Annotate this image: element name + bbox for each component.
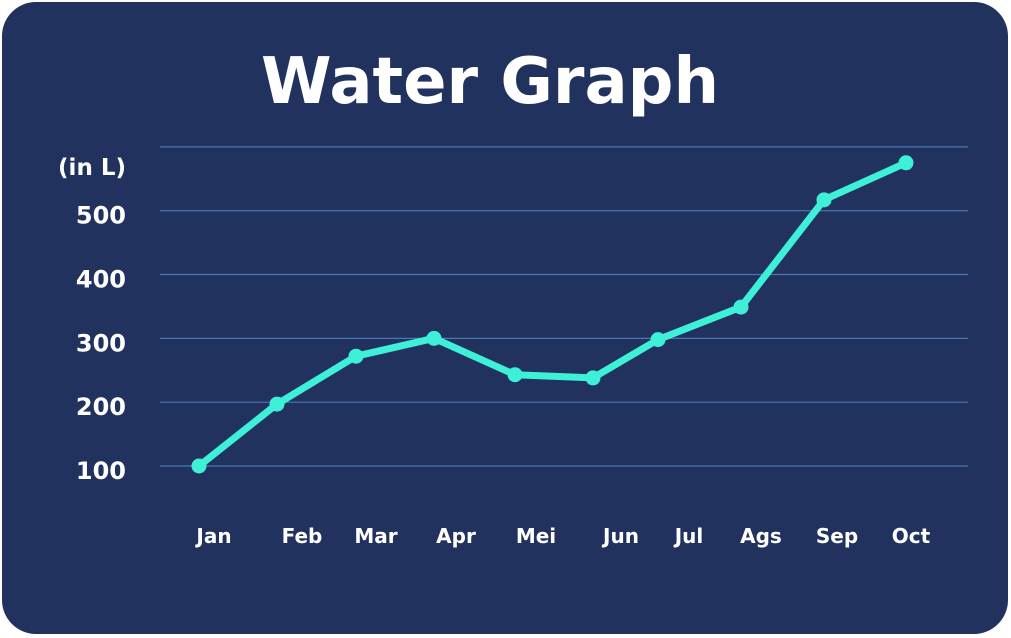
data-point <box>733 299 749 315</box>
data-point <box>348 348 364 364</box>
x-tick-label: Mei <box>516 524 556 548</box>
x-tick-label: Jun <box>601 524 639 548</box>
x-tick-label: Oct <box>892 524 931 548</box>
y-tick-label: 200 <box>76 393 126 421</box>
y-axis-label: (in L) <box>58 155 126 181</box>
x-tick-label: Jul <box>673 524 704 548</box>
x-tick-label: Ags <box>740 524 782 548</box>
x-tick-label: Feb <box>282 524 323 548</box>
series-line <box>195 159 910 470</box>
y-tick-label: 100 <box>76 457 126 485</box>
data-point <box>650 332 666 348</box>
x-tick-label: Mar <box>354 524 397 548</box>
data-point <box>269 396 285 412</box>
data-point <box>585 370 601 386</box>
y-tick-label: 500 <box>76 202 126 230</box>
y-tick-label: 300 <box>76 329 126 357</box>
x-tick-label: Sep <box>816 524 858 548</box>
data-point <box>507 367 523 383</box>
chart-title: Water Graph <box>261 45 719 119</box>
data-point <box>816 192 832 208</box>
y-tick-label: 400 <box>76 266 126 294</box>
data-point <box>898 155 914 171</box>
x-tick-label: Apr <box>436 524 476 548</box>
data-point <box>426 330 442 346</box>
x-tick-label: Jan <box>194 524 231 548</box>
data-point <box>191 458 207 474</box>
